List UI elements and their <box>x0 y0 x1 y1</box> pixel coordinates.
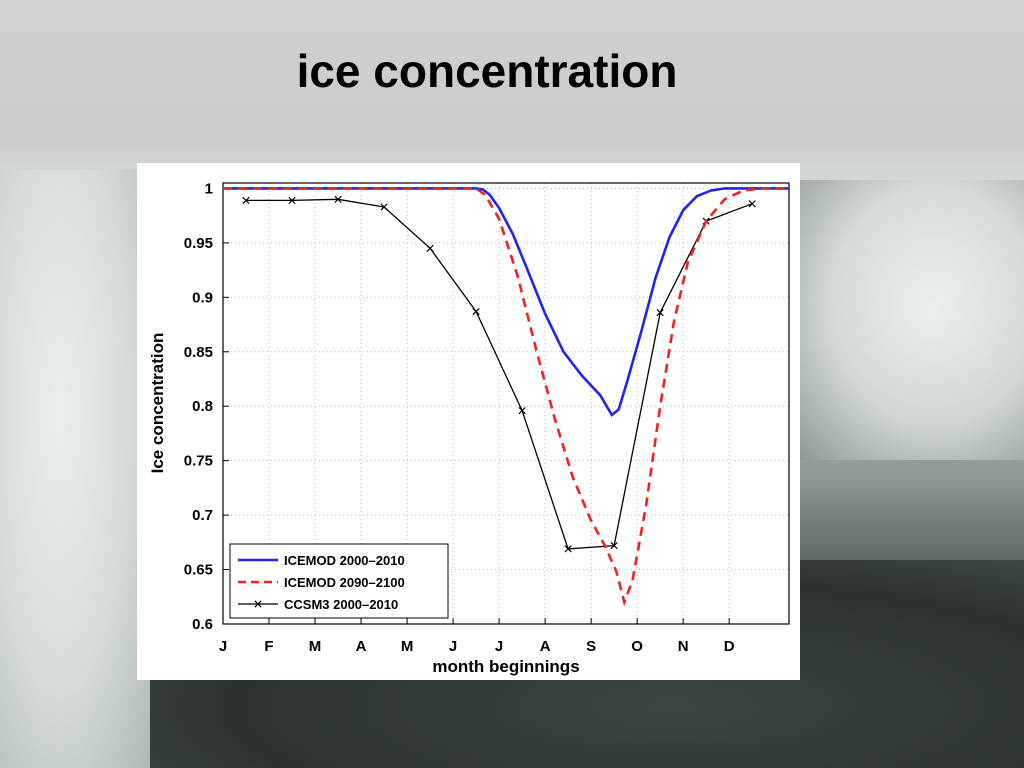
x-tick-label: M <box>401 638 414 655</box>
series-point <box>518 406 526 415</box>
ice-concentration-chart: 0.6 0.65 0.7 0.75 0.8 0.85 0.9 0.95 1 J F M A M J J A S O N… <box>148 180 790 676</box>
point-marker-stroke <box>426 244 434 252</box>
background-ice-right <box>799 180 1024 460</box>
legend-marker <box>254 600 262 608</box>
series-line <box>223 187 789 607</box>
legend-label: ICEMOD 2090–2100 <box>284 575 405 590</box>
y-tick-label: 0.85 <box>184 344 213 361</box>
axis-ticks: 0.6 0.65 0.7 0.75 0.8 0.85 0.9 0.95 1 J F M A M J J A S O N… <box>184 180 735 655</box>
y-tick-label: 0.8 <box>192 398 213 415</box>
plot-area-frame <box>222 182 790 625</box>
x-tick-label: J <box>219 638 227 655</box>
legend-label: ICEMOD 2000–2010 <box>284 553 405 568</box>
grid <box>223 183 789 625</box>
series-line <box>223 187 789 417</box>
y-axis-title: Ice concentration <box>148 333 167 474</box>
point-marker-stroke <box>380 203 388 211</box>
point-marker-stroke <box>334 195 342 203</box>
x-tick-label: N <box>678 638 689 655</box>
point-marker-stroke <box>242 196 250 205</box>
y-tick-label: 1 <box>205 180 213 197</box>
series-point <box>426 244 434 252</box>
series-point <box>288 196 296 205</box>
slide-title: ice concentration <box>296 45 678 97</box>
x-tick-label: J <box>495 638 503 655</box>
x-tick-label: F <box>264 638 273 655</box>
point-marker-stroke <box>518 406 526 415</box>
background-ice-left <box>0 170 150 768</box>
y-tick-label: 0.75 <box>184 453 213 470</box>
y-tick-label: 0.9 <box>192 289 213 306</box>
x-tick-label: D <box>724 638 735 655</box>
series-point <box>334 195 342 203</box>
y-tick-label: 0.65 <box>184 562 213 579</box>
x-tick-label: J <box>449 638 457 655</box>
chart-card: 0.6 0.65 0.7 0.75 0.8 0.85 0.9 0.95 1 J F M A M J J A S O N… <box>137 163 800 680</box>
x-tick-label: A <box>356 638 367 655</box>
x-tick-label: S <box>586 638 596 655</box>
y-tick-label: 0.95 <box>184 235 213 252</box>
y-tick-label: 0.7 <box>192 507 213 524</box>
series-line <box>246 198 753 550</box>
series-point <box>564 545 572 553</box>
series-point <box>380 203 388 211</box>
x-axis-title: month beginnings <box>432 657 579 676</box>
legend: ICEMOD 2000–2010 ICEMOD 2090–2100 CCSM3 20… <box>229 543 449 619</box>
y-tick-label: 0.6 <box>192 616 213 633</box>
series <box>223 187 789 607</box>
series-point <box>610 541 618 550</box>
point-marker-stroke <box>748 200 756 208</box>
x-tick-label: M <box>309 638 322 655</box>
x-tick-label: O <box>631 638 643 655</box>
series-point <box>656 308 664 317</box>
point-marker-stroke <box>610 541 618 550</box>
point-marker-stroke <box>656 308 664 317</box>
point-marker-stroke <box>472 307 480 316</box>
point-marker-stroke <box>288 196 296 205</box>
series-point <box>748 200 756 208</box>
series-point <box>242 196 250 205</box>
point-marker-stroke <box>564 545 572 553</box>
legend-label: CCSM3 2000–2010 <box>284 597 398 612</box>
x-tick-label: A <box>540 638 551 655</box>
series-point <box>472 307 480 316</box>
